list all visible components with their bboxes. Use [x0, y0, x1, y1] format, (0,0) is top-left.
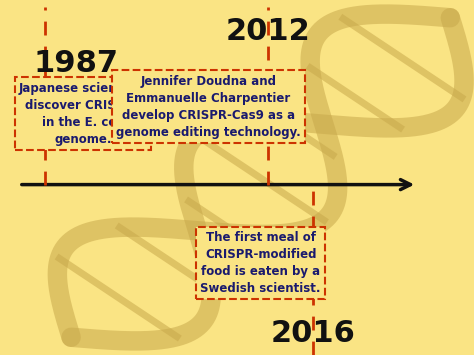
Text: 1987: 1987: [33, 49, 118, 78]
Text: 2012: 2012: [226, 17, 310, 47]
Text: The first meal of
CRISPR-modified
food is eaten by a
Swedish scientist.: The first meal of CRISPR-modified food i…: [201, 231, 321, 295]
Text: Japanese scientists
discover CRISPRs
in the E. coli
genome.: Japanese scientists discover CRISPRs in …: [19, 82, 147, 146]
Text: Jennifer Doudna and
Emmanuelle Charpentier
develop CRISPR-Cas9 as a
genome editi: Jennifer Doudna and Emmanuelle Charpenti…: [116, 75, 301, 138]
Text: 2016: 2016: [270, 319, 356, 348]
